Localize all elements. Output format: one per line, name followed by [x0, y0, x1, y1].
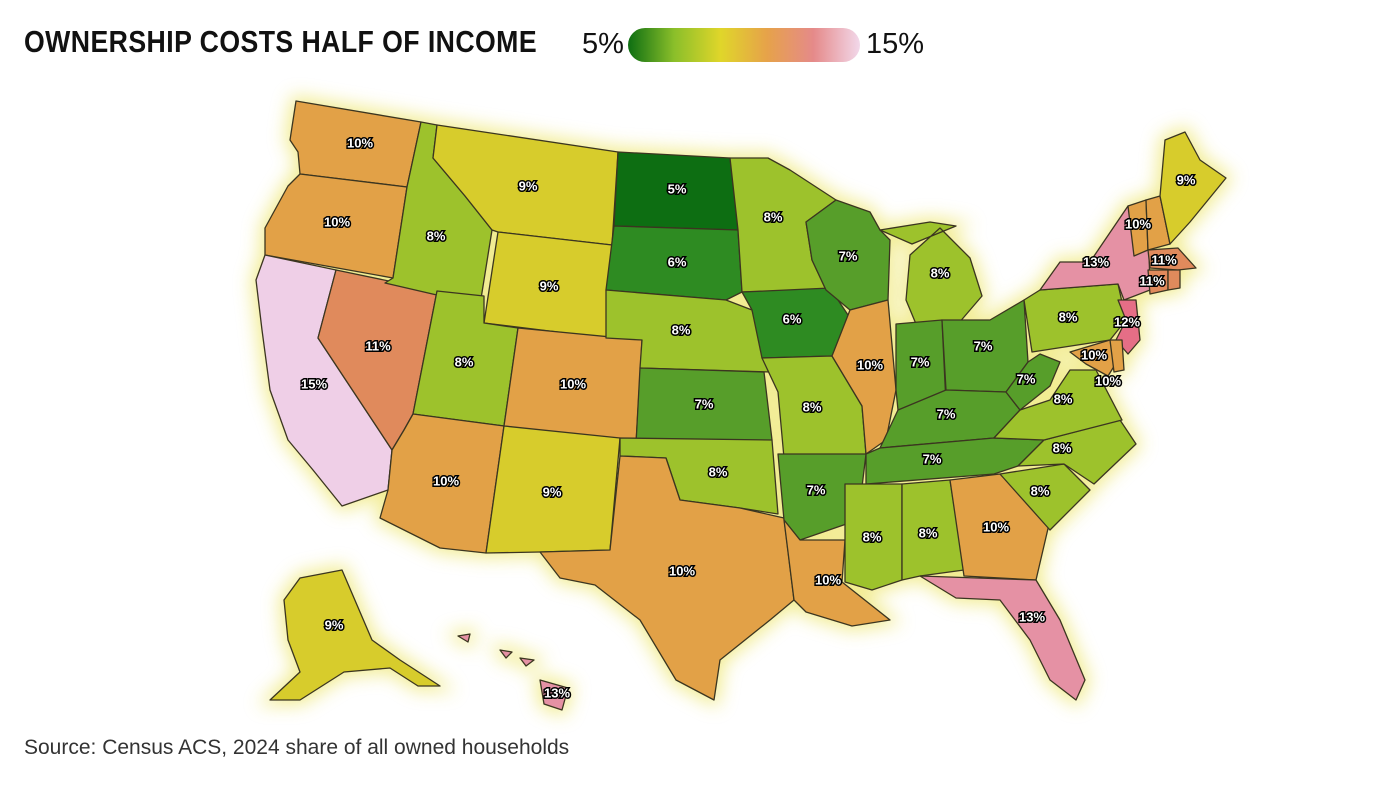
state-hi — [457, 633, 569, 711]
state-label-ok: 8% — [709, 465, 728, 480]
state-label-ia: 6% — [783, 312, 802, 327]
state-label-nj: 12% — [1114, 315, 1140, 330]
state-label-in: 7% — [911, 355, 930, 370]
state-label-ar: 7% — [807, 483, 826, 498]
state-label-nv: 11% — [365, 339, 391, 354]
state-label-id: 8% — [427, 229, 446, 244]
state-sc — [999, 463, 1091, 531]
state-label-wv: 7% — [1017, 372, 1036, 387]
state-label-ks: 7% — [695, 397, 714, 412]
state-label-ms: 8% — [863, 530, 882, 545]
state-label-wy: 9% — [540, 279, 559, 294]
state-label-ak: 9% — [325, 618, 344, 633]
state-ma — [1147, 247, 1197, 271]
state-ak — [269, 569, 441, 701]
state-label-sd: 6% — [668, 255, 687, 270]
state-label-mn: 8% — [764, 210, 783, 225]
state-label-co: 10% — [560, 377, 586, 392]
state-label-mi: 8% — [931, 266, 950, 281]
state-label-al: 8% — [919, 526, 938, 541]
state-sd — [605, 225, 743, 301]
state-label-nc: 8% — [1053, 441, 1072, 456]
state-mi — [879, 221, 983, 325]
state-label-mo: 8% — [803, 400, 822, 415]
state-label-pa: 8% — [1059, 310, 1078, 325]
state-label-vt: 10% — [1125, 217, 1151, 232]
state-label-me: 9% — [1177, 173, 1196, 188]
state-label-nm: 9% — [543, 485, 562, 500]
state-wv — [1005, 353, 1061, 411]
state-label-tx: 10% — [669, 564, 695, 579]
state-label-ny: 13% — [1083, 255, 1109, 270]
state-label-hi: 13% — [544, 686, 570, 701]
state-label-az: 10% — [433, 474, 459, 489]
state-tx — [539, 455, 795, 701]
state-label-fl: 13% — [1019, 610, 1045, 625]
state-al — [901, 479, 965, 581]
state-label-nd: 5% — [668, 182, 687, 197]
source-note: Source: Census ACS, 2024 share of all ow… — [24, 736, 570, 759]
legend-color-scale — [628, 28, 860, 62]
state-label-ut: 8% — [455, 355, 474, 370]
state-label-tn: 7% — [923, 452, 942, 467]
map-title: OWNERSHIP COSTS HALF OF INCOME — [24, 24, 538, 59]
state-label-mt: 9% — [519, 179, 538, 194]
state-label-sc: 8% — [1031, 484, 1050, 499]
state-ri — [1167, 269, 1181, 291]
state-label-de: 10% — [1095, 374, 1121, 389]
state-label-il: 10% — [857, 358, 883, 373]
state-label-ma: 11% — [1151, 253, 1177, 268]
state-la — [783, 519, 891, 627]
state-label-md: 10% — [1081, 348, 1107, 363]
state-va — [993, 369, 1123, 441]
legend-max-label: 15% — [866, 28, 925, 60]
state-label-ga: 10% — [983, 520, 1009, 535]
state-me — [1159, 131, 1227, 245]
state-label-va: 8% — [1054, 392, 1073, 407]
state-label-or: 10% — [324, 215, 350, 230]
legend-min-label: 5% — [582, 28, 624, 60]
state-label-ca: 15% — [301, 377, 327, 392]
state-label-la: 10% — [815, 573, 841, 588]
state-fl — [919, 575, 1086, 701]
state-label-ct: 11% — [1139, 274, 1165, 289]
state-label-wa: 10% — [347, 136, 373, 151]
state-label-oh: 7% — [974, 339, 993, 354]
state-label-ky: 7% — [937, 407, 956, 422]
state-wi — [805, 199, 891, 311]
state-il — [831, 299, 897, 455]
state-ar — [777, 453, 867, 541]
state-label-wi: 7% — [839, 249, 858, 264]
state-label-ne: 8% — [672, 323, 691, 338]
state-de — [1109, 339, 1125, 373]
